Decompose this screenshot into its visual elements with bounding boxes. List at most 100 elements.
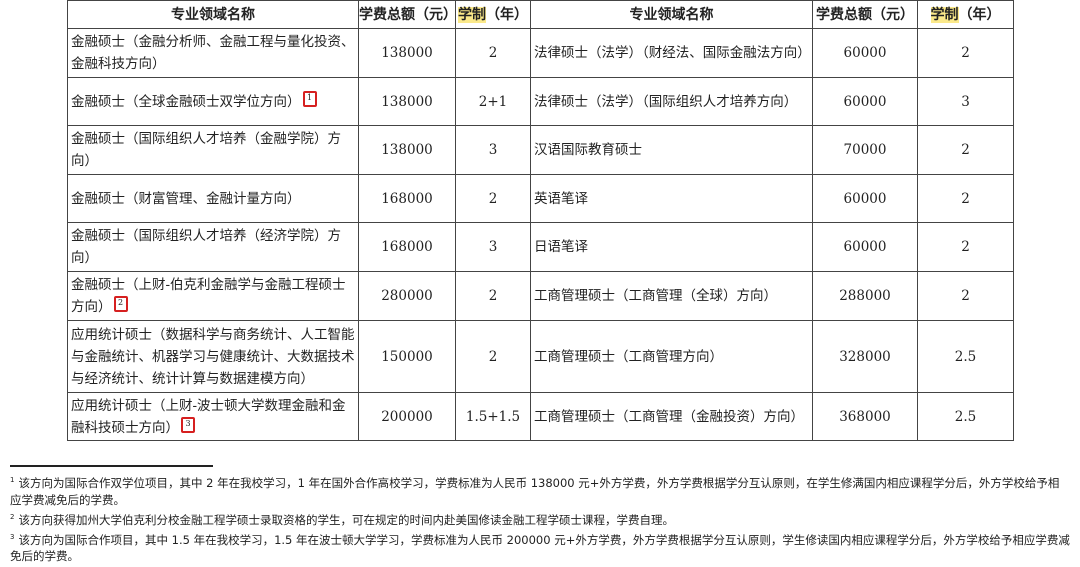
program-name-right: 法律硕士（法学）（财经法、国际金融法方向） — [530, 28, 813, 78]
table-row: 金融硕士（金融分析师、金融工程与量化投资、金融科技方向） 138000 2 法律硕士（… — [67, 28, 1014, 78]
tuition: 138000 — [358, 28, 456, 78]
program-name-right-text: 工商管理硕士（工商管理（全球）方向） — [534, 288, 777, 304]
program-name-right: 汉语国际教育硕士 — [530, 125, 813, 175]
program-name-text: 应用统计硕士（数据科学与商务统计、人工智能与金融统计、机器学习与健康统计、大数据… — [71, 326, 355, 387]
tuition-right: 60000 — [812, 222, 918, 272]
header-duration-unit: （年） — [958, 6, 1001, 23]
program-name-text: 金融硕士（全球金融硕士双学位方向） — [71, 93, 301, 110]
duration-text: 2 — [488, 288, 498, 304]
duration: 2 — [455, 320, 531, 393]
duration-right: 2.5 — [917, 392, 1014, 441]
duration: 2 — [455, 271, 531, 321]
tuition-text: 280000 — [381, 288, 433, 304]
tuition-right: 60000 — [812, 77, 918, 126]
program-name-right: 法律硕士（法学）（国际组织人才培养方向） — [530, 77, 813, 126]
duration: 2+1 — [455, 77, 531, 126]
duration-text: 3 — [488, 239, 498, 255]
tuition-right-text: 328000 — [839, 348, 891, 365]
footnote-text: 该方向为国际合作项目，其中 1.5 年在我校学习，1.5 年在波士顿大学学习，学… — [10, 532, 1070, 564]
duration-right-text: 2.5 — [954, 348, 977, 365]
tuition-table: 专业领域名称 学费总额（元） 学制（年） 专业领域名称 学费总额（元） 学制（年… — [67, 0, 1014, 441]
tuition: 168000 — [358, 174, 456, 223]
table-row: 金融硕士（全球金融硕士双学位方向） 1 138000 2+1 法律硕士（法学）（国际组织… — [67, 77, 1014, 126]
program-name-right: 英语笔译 — [530, 174, 813, 223]
table-row: 金融硕士（上财-伯克利金融学与金融工程硕士方向） 2 280000 2 工商管理硕士（工… — [67, 271, 1014, 321]
duration-text: 2 — [488, 45, 498, 61]
footnote-mark: 1 — [10, 476, 15, 484]
header-duration-unit: （年） — [486, 6, 528, 23]
duration-right-text: 2 — [961, 288, 970, 304]
footnote-text: 该方向获得加州大学伯克利分校金融工程学硕士录取资格的学生，可在规定的时间内赴美国… — [18, 512, 674, 527]
program-name-text: 金融硕士（国际组织人才培养（经济学院）方向） — [71, 228, 341, 266]
duration-right: 2 — [917, 174, 1014, 223]
footnote-ref[interactable]: 2 — [113, 296, 128, 312]
program-name: 金融硕士（全球金融硕士双学位方向） 1 — [67, 77, 359, 126]
tuition-text: 200000 — [381, 408, 433, 425]
tuition-right-text: 60000 — [843, 93, 887, 110]
header-name-right: 专业领域名称 — [530, 0, 813, 29]
program-name: 应用统计硕士（数据科学与商务统计、人工智能与金融统计、机器学习与健康统计、大数据… — [67, 320, 359, 393]
tuition-right: 60000 — [812, 28, 918, 78]
program-name-right: 工商管理硕士（工商管理（金融投资）方向） — [530, 392, 813, 441]
table-row: 金融硕士（财富管理、金融计量方向） 168000 2 英语笔译 60000 2 — [67, 174, 1014, 223]
duration-right-text: 2 — [961, 239, 970, 255]
program-name-right: 日语笔译 — [530, 222, 813, 272]
program-name: 金融硕士（金融分析师、金融工程与量化投资、金融科技方向） — [67, 28, 359, 78]
duration-right-text: 2 — [961, 190, 970, 207]
footnote-ref[interactable]: 1 — [302, 90, 317, 107]
header-duration-right: 学制（年） — [917, 0, 1014, 29]
tuition-text: 168000 — [381, 190, 433, 207]
footnote-2: 2 该方向获得加州大学伯克利分校金融工程学硕士录取资格的学生，可在规定的时间内赴美… — [10, 509, 1070, 529]
tuition-text: 138000 — [381, 93, 433, 110]
tuition-right-text: 368000 — [839, 408, 891, 425]
duration-right: 3 — [917, 77, 1014, 126]
duration-right: 2 — [917, 125, 1014, 175]
tuition-right: 288000 — [812, 271, 918, 321]
program-name-right-text: 工商管理硕士（工商管理方向） — [534, 348, 723, 365]
program-name-right: 工商管理硕士（工商管理方向） — [530, 320, 813, 393]
footnote-1: 1 该方向为国际合作双学位项目，其中 2 年在我校学习，1 年在国外合作高校学习，… — [10, 472, 1070, 509]
tuition-right: 60000 — [812, 174, 918, 223]
program-name: 金融硕士（国际组织人才培养（金融学院）方向） — [67, 125, 359, 175]
program-name-right-text: 法律硕士（法学）（国际组织人才培养方向） — [534, 93, 798, 110]
tuition-right: 70000 — [812, 125, 918, 175]
tuition-text: 150000 — [381, 348, 433, 365]
program-name-right: 工商管理硕士（工商管理（全球）方向） — [530, 271, 813, 321]
duration-right-text: 2 — [961, 45, 970, 61]
tuition: 280000 — [358, 271, 456, 321]
tuition-text: 138000 — [381, 142, 433, 158]
program-name: 金融硕士（国际组织人才培养（经济学院）方向） — [67, 222, 359, 272]
program-name-right-text: 英语笔译 — [534, 190, 588, 207]
tuition-right-text: 70000 — [843, 142, 887, 158]
program-name-text: 金融硕士（上财-伯克利金融学与金融工程硕士方向） — [71, 277, 346, 315]
footnote-ref[interactable]: 3 — [181, 416, 195, 433]
footnote-text: 该方向为国际合作双学位项目，其中 2 年在我校学习，1 年在国外合作高校学习，学… — [10, 475, 1060, 507]
tuition: 200000 — [358, 392, 456, 441]
header-duration: 学制（年） — [455, 0, 531, 29]
duration-right: 2 — [917, 271, 1014, 321]
program-name: 应用统计硕士（上财-波士顿大学数理金融和金融科技硕士方向） 3 — [67, 392, 359, 441]
program-name-right-text: 汉语国际教育硕士 — [534, 142, 642, 158]
duration-text: 2 — [488, 190, 498, 207]
duration-right-text: 2.5 — [954, 408, 977, 425]
table-row: 应用统计硕士（上财-波士顿大学数理金融和金融科技硕士方向） 3 200000 1.5+… — [67, 392, 1014, 441]
duration-text: 1.5+1.5 — [465, 408, 521, 425]
duration: 3 — [455, 125, 531, 175]
table-row: 金融硕士（国际组织人才培养（经济学院）方向） 168000 3 日语笔译 60000 2 — [67, 222, 1014, 272]
program-name: 金融硕士（财富管理、金融计量方向） — [67, 174, 359, 223]
tuition: 138000 — [358, 125, 456, 175]
header-duration-highlight: 学制 — [930, 6, 959, 23]
tuition-right-text: 60000 — [843, 45, 887, 61]
duration-right-text: 3 — [961, 93, 970, 110]
footnote-mark: 3 — [10, 532, 15, 541]
table-header: 专业领域名称 学费总额（元） 学制（年） 专业领域名称 学费总额（元） 学制（年… — [67, 0, 1014, 29]
duration-right: 2 — [917, 222, 1014, 272]
header-name: 专业领域名称 — [67, 0, 359, 29]
footnote-3: 3 该方向为国际合作项目，其中 1.5 年在我校学习，1.5 年在波士顿大学学习，… — [10, 529, 1070, 566]
tuition: 138000 — [358, 77, 456, 126]
header-fee-right: 学费总额（元） — [812, 0, 918, 29]
duration: 3 — [455, 222, 531, 272]
duration-right-text: 2 — [961, 142, 970, 158]
duration: 2 — [455, 28, 531, 78]
tuition-right-text: 60000 — [843, 190, 887, 207]
